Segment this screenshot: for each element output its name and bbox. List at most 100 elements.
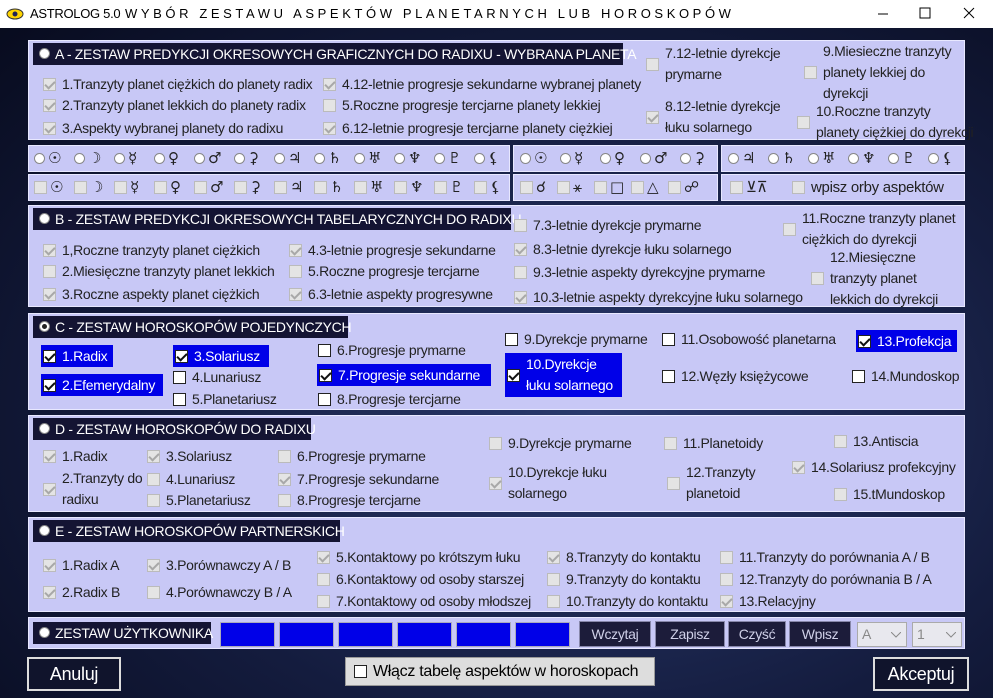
aspect-extra[interactable]: ⊻⊼ — [730, 177, 768, 198]
symbol-option[interactable]: ♂ — [640, 148, 667, 169]
checkbox[interactable] — [594, 181, 607, 194]
checkbox[interactable] — [394, 181, 407, 194]
symbol-option[interactable]: ⚳ — [234, 177, 261, 198]
checkbox[interactable] — [646, 57, 659, 71]
checkbox[interactable] — [34, 181, 47, 194]
checkbox[interactable] — [797, 115, 810, 129]
checkbox-item[interactable]: 10.Tranzyty do kontaktu — [547, 591, 708, 612]
checkbox[interactable] — [834, 435, 847, 448]
checkbox-item[interactable]: 3.Aspekty wybranej planety do radixu — [43, 118, 283, 139]
radio[interactable] — [600, 153, 611, 164]
section-header[interactable]: A - ZESTAW PREDYKCJI OKRESOWYCH GRAFICZN… — [33, 43, 637, 65]
symbol-option[interactable]: ♃ — [274, 148, 301, 169]
checkbox-item[interactable]: 9.Tranzyty do kontaktu — [547, 569, 701, 590]
checkbox[interactable] — [520, 181, 533, 194]
user-slot[interactable] — [397, 622, 452, 647]
checkbox-item[interactable]: 1.Tranzyty planet ciężkich do planety ra… — [43, 74, 313, 95]
checkbox-item[interactable]: 6.Progresje prymarne — [278, 446, 426, 467]
checkbox[interactable] — [43, 288, 56, 301]
symbol-option[interactable]: ☿ — [114, 148, 137, 169]
checkbox-item[interactable]: 9.Dyrekcje prymarne — [505, 329, 648, 350]
checkbox[interactable] — [514, 243, 527, 256]
symbol-option[interactable]: ⚸ — [928, 148, 953, 169]
window-controls[interactable] — [860, 0, 993, 28]
radio[interactable] — [928, 153, 939, 164]
symbol-option[interactable]: ♀ — [600, 148, 625, 169]
checkbox[interactable] — [547, 573, 560, 586]
checkbox[interactable] — [662, 333, 675, 346]
checkbox-item[interactable]: 14.Mundoskop — [852, 366, 960, 387]
checkbox-item[interactable]: 5.Roczne progresje tercjarne — [289, 261, 480, 282]
section-radio[interactable] — [39, 213, 50, 224]
user-button[interactable]: Wczytaj — [579, 621, 651, 647]
checkbox-item[interactable]: 13.Antiscia — [834, 431, 918, 452]
symbol-option[interactable]: ☉ — [34, 177, 63, 198]
checkbox-item[interactable]: 12.Tranzyty do porównania B / A — [720, 569, 932, 590]
checkbox[interactable] — [43, 99, 56, 112]
checkbox[interactable] — [43, 559, 56, 572]
symbol-option[interactable]: ⚸ — [474, 177, 501, 198]
symbol-option[interactable]: ☿ — [114, 177, 139, 198]
symbol-option[interactable]: ♆ — [848, 148, 875, 169]
radio[interactable] — [474, 153, 485, 164]
checkbox-item[interactable]: 6.12-letnie progresje tercjarne planety … — [323, 118, 613, 139]
checkbox[interactable] — [354, 665, 367, 678]
symbol-option[interactable]: ♅ — [808, 148, 835, 169]
checkbox-item[interactable]: 8.3-letnie dyrekcje łuku solarnego — [514, 239, 732, 260]
symbol-option[interactable]: ☽ — [74, 148, 101, 169]
checkbox-item[interactable]: 7.Progresje sekundarne — [278, 469, 439, 490]
symbol-option[interactable]: ☽ — [74, 177, 103, 198]
symbol-option[interactable]: ⚳ — [234, 148, 259, 169]
checkbox-item[interactable]: 8.Tranzyty do kontaktu — [547, 547, 701, 568]
section-radio[interactable] — [39, 321, 50, 332]
symbol-option[interactable]: ♂ — [194, 148, 221, 169]
checkbox[interactable] — [278, 473, 291, 486]
symbol-option[interactable]: ♆ — [394, 148, 421, 169]
radio[interactable] — [34, 153, 45, 164]
checkbox[interactable] — [547, 595, 560, 608]
checkbox[interactable] — [43, 265, 56, 278]
checkbox[interactable] — [507, 368, 520, 382]
symbol-option[interactable]: ♀ — [154, 177, 181, 198]
checkbox-item[interactable]: 7.Kontaktowy od osoby młodszej — [317, 591, 531, 612]
checkbox[interactable] — [319, 368, 332, 382]
checkbox-item[interactable]: 10.Dyrekcje łuku solarnego — [489, 462, 618, 504]
checkbox[interactable] — [175, 349, 188, 363]
symbol-option[interactable]: ♇ — [434, 177, 463, 198]
radio[interactable] — [520, 153, 531, 164]
symbol-option[interactable]: ♃ — [728, 148, 755, 169]
radio[interactable] — [848, 153, 859, 164]
checkbox[interactable] — [834, 488, 847, 501]
checkbox[interactable] — [289, 265, 302, 278]
checkbox[interactable] — [323, 122, 336, 135]
checkbox[interactable] — [147, 586, 160, 599]
radio[interactable] — [808, 153, 819, 164]
checkbox[interactable] — [667, 476, 680, 490]
radio[interactable] — [728, 153, 739, 164]
radio[interactable] — [640, 153, 651, 164]
checkbox[interactable] — [154, 181, 167, 194]
checkbox[interactable] — [730, 181, 743, 194]
checkbox-item[interactable]: 6.Kontaktowy od osoby starszej — [317, 569, 524, 590]
checkbox[interactable] — [274, 181, 287, 194]
radio[interactable] — [560, 153, 571, 164]
checkbox[interactable] — [147, 473, 160, 486]
checkbox[interactable] — [317, 551, 330, 564]
symbol-option[interactable]: ♄ — [314, 177, 343, 198]
checkbox-item[interactable]: 8.Progresje tercjarne — [318, 389, 461, 410]
symbol-option[interactable]: ♅ — [354, 148, 381, 169]
section-radio[interactable] — [39, 423, 50, 434]
checkbox[interactable] — [489, 476, 502, 490]
symbol-option[interactable]: ⚳ — [680, 148, 705, 169]
checkbox[interactable] — [43, 244, 56, 257]
checkbox[interactable] — [664, 437, 677, 450]
checkbox-item[interactable]: 8.Progresje tercjarne — [278, 490, 421, 511]
checkbox[interactable] — [318, 393, 331, 406]
user-button[interactable]: Czyść — [728, 621, 786, 647]
checkbox-item[interactable]: 4.Lunariusz — [173, 367, 261, 388]
checkbox[interactable] — [514, 266, 527, 279]
checkbox[interactable] — [114, 181, 127, 194]
checkbox[interactable] — [43, 78, 56, 91]
checkbox-item[interactable]: 11.Tranzyty do porównania A / B — [720, 547, 930, 568]
checkbox[interactable] — [74, 181, 87, 194]
